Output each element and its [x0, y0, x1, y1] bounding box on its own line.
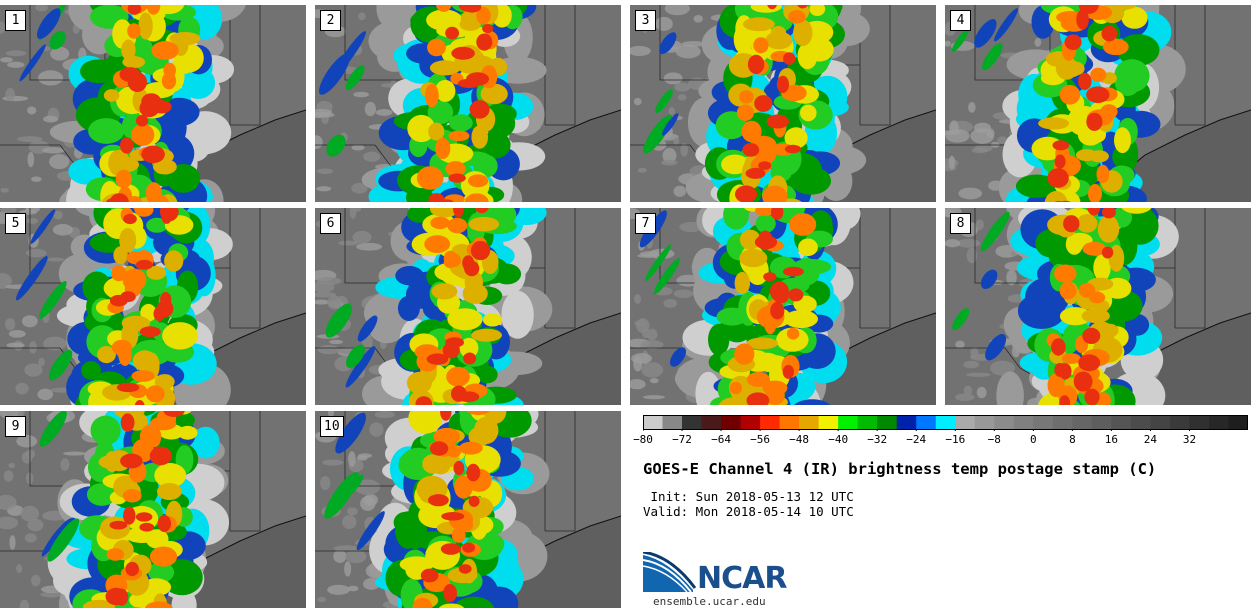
colorbar-segment [974, 415, 995, 429]
colorbar-segment [1111, 415, 1132, 429]
colorbar-segment [721, 415, 742, 429]
colorbar-segment [838, 415, 859, 429]
colorbar-segment [955, 415, 976, 429]
colorbar-segment [857, 415, 878, 429]
ir-map [315, 5, 621, 202]
colorbar-tick-label: 8 [1069, 433, 1076, 446]
panel-7: 7 [630, 208, 936, 405]
colorbar-tick-label: −16 [945, 433, 966, 446]
colorbar-segment [1052, 415, 1073, 429]
ir-map [630, 5, 936, 202]
colorbar [643, 415, 1248, 431]
colorbar-tick-label: −24 [906, 433, 927, 446]
panel-8: 8 [945, 208, 1251, 405]
panel-number: 4 [950, 10, 971, 31]
panel-number: 9 [5, 416, 26, 437]
panel-number: 5 [5, 213, 26, 234]
colorbar-segment [760, 415, 781, 429]
ir-map [0, 5, 306, 202]
panel-number: 8 [950, 213, 971, 234]
colorbar-segment [1072, 415, 1093, 429]
colorbar-segment [682, 415, 703, 429]
panel-number: 3 [635, 10, 656, 31]
colorbar-tick-label: 32 [1182, 433, 1197, 446]
colorbar-segment [701, 415, 722, 429]
site-url: ensemble.ucar.edu [653, 595, 766, 608]
valid-time: Valid: Mon 2018-05-14 10 UTC [643, 504, 854, 519]
colorbar-segment [916, 415, 937, 429]
colorbar-segment [643, 415, 664, 429]
colorbar-segment [1033, 415, 1054, 429]
ir-map [0, 208, 306, 405]
panel-3: 3 [630, 5, 936, 202]
panel-number: 1 [5, 10, 26, 31]
colorbar-segment [1130, 415, 1151, 429]
colorbar-tick-label: 0 [1029, 433, 1037, 446]
colorbar-tick-label: −48 [789, 433, 810, 446]
colorbar-segment [1013, 415, 1034, 429]
panel-1: 1 [0, 5, 306, 202]
panel-number: 6 [320, 213, 341, 234]
ir-map [945, 5, 1251, 202]
colorbar-tick-label: −56 [750, 433, 771, 446]
colorbar-segment [818, 415, 839, 429]
panel-2: 2 [315, 5, 621, 202]
colorbar-segment [877, 415, 898, 429]
init-time: Init: Sun 2018-05-13 12 UTC [643, 489, 854, 504]
colorbar-tick-label: −64 [711, 433, 732, 446]
ir-map [630, 208, 936, 405]
colorbar-segment [779, 415, 800, 429]
colorbar-segment [740, 415, 761, 429]
ir-map [315, 208, 621, 405]
colorbar-segment [1169, 415, 1190, 429]
panel-5: 5 [0, 208, 306, 405]
ncar-logo-icon [643, 552, 697, 593]
panel-9: 9 [0, 411, 306, 608]
panel-number: 10 [320, 416, 344, 437]
colorbar-segment [1150, 415, 1171, 429]
colorbar-segment [1228, 415, 1248, 429]
colorbar-segment [1208, 415, 1229, 429]
colorbar-tick-label: −80 [633, 433, 653, 446]
colorbar-tick-label: −32 [867, 433, 888, 446]
colorbar-segment [896, 415, 917, 429]
colorbar-segment [799, 415, 820, 429]
colorbar-tick-label: −8 [987, 433, 1001, 446]
panel-10: 10 [315, 411, 621, 608]
ir-map [315, 411, 621, 608]
colorbar-segment [1091, 415, 1112, 429]
figure-title: GOES-E Channel 4 (IR) brightness temp po… [643, 460, 1157, 478]
ir-map [945, 208, 1251, 405]
colorbar-segment [662, 415, 683, 429]
colorbar-tick-label: 16 [1104, 433, 1119, 446]
colorbar-segment [994, 415, 1015, 429]
colorbar-tick-label: 24 [1143, 433, 1158, 446]
colorbar-segment [935, 415, 956, 429]
panel-4: 4 [945, 5, 1251, 202]
colorbar-tick-label: −40 [828, 433, 849, 446]
colorbar-segment [1189, 415, 1210, 429]
panel-number: 7 [635, 213, 656, 234]
ir-map [0, 411, 306, 608]
panel-6: 6 [315, 208, 621, 405]
ncar-logo-text: NCAR [697, 561, 787, 596]
colorbar-tick-label: −72 [672, 433, 692, 446]
panel-number: 2 [320, 10, 341, 31]
